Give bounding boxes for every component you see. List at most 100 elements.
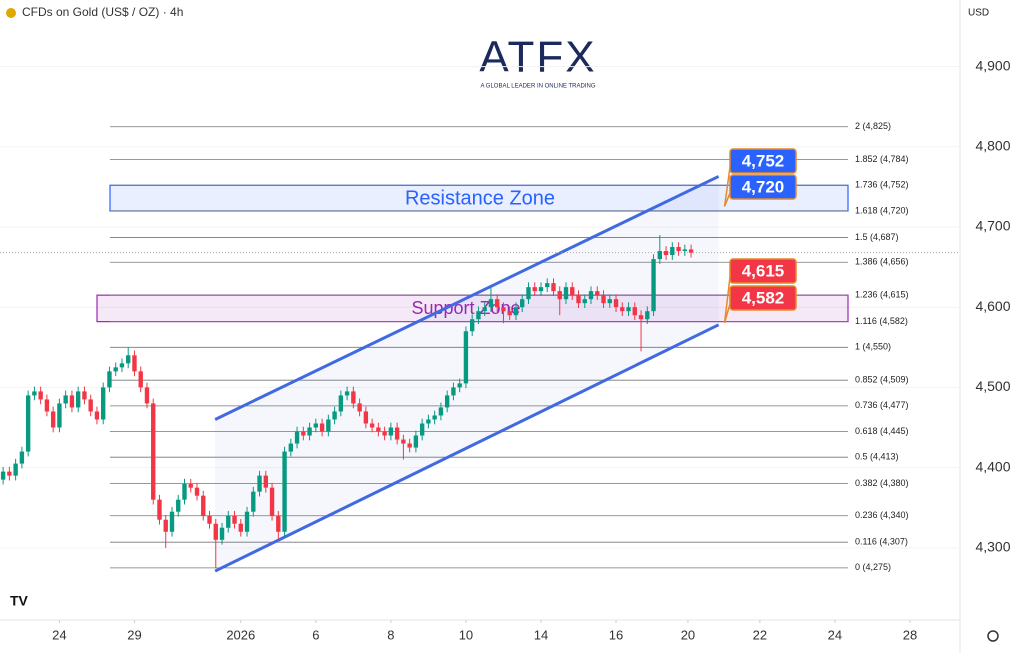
fib-label: 1.116 (4,582) [855, 316, 908, 326]
candle-body [545, 283, 550, 288]
candle-body [219, 527, 225, 540]
candle-body [645, 311, 650, 320]
candle-body [138, 371, 143, 388]
logo: ATFX [479, 33, 596, 82]
candle-body [369, 423, 375, 428]
candle-body [413, 435, 419, 448]
fib-label: 1.618 (4,720) [855, 205, 909, 215]
candle-body [563, 287, 569, 300]
candle-body [307, 427, 312, 436]
candle-body [88, 399, 93, 412]
candle-body [13, 463, 18, 476]
zone-label: Resistance Zone [405, 187, 555, 209]
candle-body [113, 367, 118, 372]
x-tick-label: 14 [534, 627, 548, 642]
channel-line [214, 323, 720, 573]
channel-line [214, 175, 720, 421]
candle-body [670, 247, 675, 256]
candle-body [419, 423, 425, 436]
candle-body [663, 251, 669, 256]
candle-body [394, 427, 400, 440]
fib-label: 0.852 (4,509) [855, 375, 909, 385]
candle-body [682, 249, 688, 252]
fib-label: 1.736 (4,752) [855, 180, 909, 190]
tag-pointer [723, 166, 731, 207]
candle-body [75, 391, 81, 408]
price-tag-label: 4,615 [742, 261, 785, 280]
candle-body [357, 403, 362, 412]
fib-label: 1.5 (4,687) [855, 232, 899, 242]
y-tick-label: 4,600 [975, 298, 1010, 314]
fib-label: 2 (4,825) [855, 121, 891, 131]
candle-body [638, 315, 644, 320]
candle-body [501, 307, 506, 312]
candle-body [338, 395, 344, 412]
y-tick-label: 4,700 [975, 218, 1010, 234]
candle-body [332, 411, 337, 420]
settings-button[interactable] [987, 630, 999, 642]
fib-label: 0 (4,275) [855, 562, 891, 572]
fib-label: 0.618 (4,445) [855, 426, 909, 436]
tag-pointer [723, 276, 731, 323]
fib-label: 0.5 (4,413) [855, 452, 899, 462]
candle-body [651, 259, 656, 312]
candle-body [570, 287, 575, 296]
candle-body [495, 299, 500, 308]
x-tick-label: 29 [127, 627, 141, 642]
candle-body [426, 419, 431, 424]
candle-body [25, 395, 31, 452]
candle-body [613, 299, 619, 308]
candle-body [101, 387, 106, 420]
candle-body [626, 307, 631, 312]
candle-body [69, 395, 75, 408]
fib-label: 0.736 (4,477) [855, 400, 909, 410]
candle-body [469, 319, 475, 332]
candle-body [238, 523, 243, 532]
candle-body [132, 355, 137, 372]
candle-body [207, 515, 212, 524]
candle-body [538, 287, 544, 292]
candle-body [226, 515, 231, 528]
fib-label: 0.116 (4,307) [855, 537, 908, 547]
candle-body [482, 307, 487, 312]
candle-body [176, 499, 181, 512]
candle-body [432, 415, 437, 420]
candle-body [513, 307, 519, 316]
candle-body [301, 431, 306, 436]
price-tag [729, 258, 797, 284]
candle-body [557, 291, 562, 300]
candle-body [551, 283, 556, 292]
candle-body [326, 419, 331, 432]
logo-tagline: A GLOBAL LEADER IN ONLINE TRADING [480, 84, 595, 90]
candle-body [688, 249, 694, 253]
tag-pointer [723, 192, 731, 207]
candle-body [232, 515, 237, 524]
price-tag [729, 174, 797, 200]
candle-body [19, 451, 25, 464]
x-tick-label: 6 [312, 627, 319, 642]
candle-body [163, 519, 168, 532]
chart-title: CFDs on Gold (US$ / OZ) · 4h [22, 5, 183, 19]
candle-body [257, 475, 262, 492]
fib-label: 0.236 (4,340) [855, 510, 909, 520]
fib-label: 1.236 (4,615) [855, 290, 909, 300]
x-tick-label: 28 [903, 627, 917, 642]
price-tag [729, 285, 797, 311]
candle-body [520, 299, 525, 308]
candle-body [595, 291, 600, 296]
candle-body [288, 443, 294, 452]
candle-body [407, 443, 412, 448]
y-tick-label: 4,300 [975, 539, 1010, 555]
candle-body [444, 395, 450, 408]
candle-body [182, 483, 187, 500]
candle-body [144, 387, 150, 404]
candle-body [488, 299, 494, 308]
candle-body [507, 311, 512, 316]
brand-mark: TV [10, 593, 29, 609]
x-tick-label: 24 [52, 627, 66, 642]
candle-body [657, 251, 662, 260]
x-tick-label: 24 [828, 627, 842, 642]
candle-body [50, 411, 56, 428]
candle-body [107, 371, 112, 388]
